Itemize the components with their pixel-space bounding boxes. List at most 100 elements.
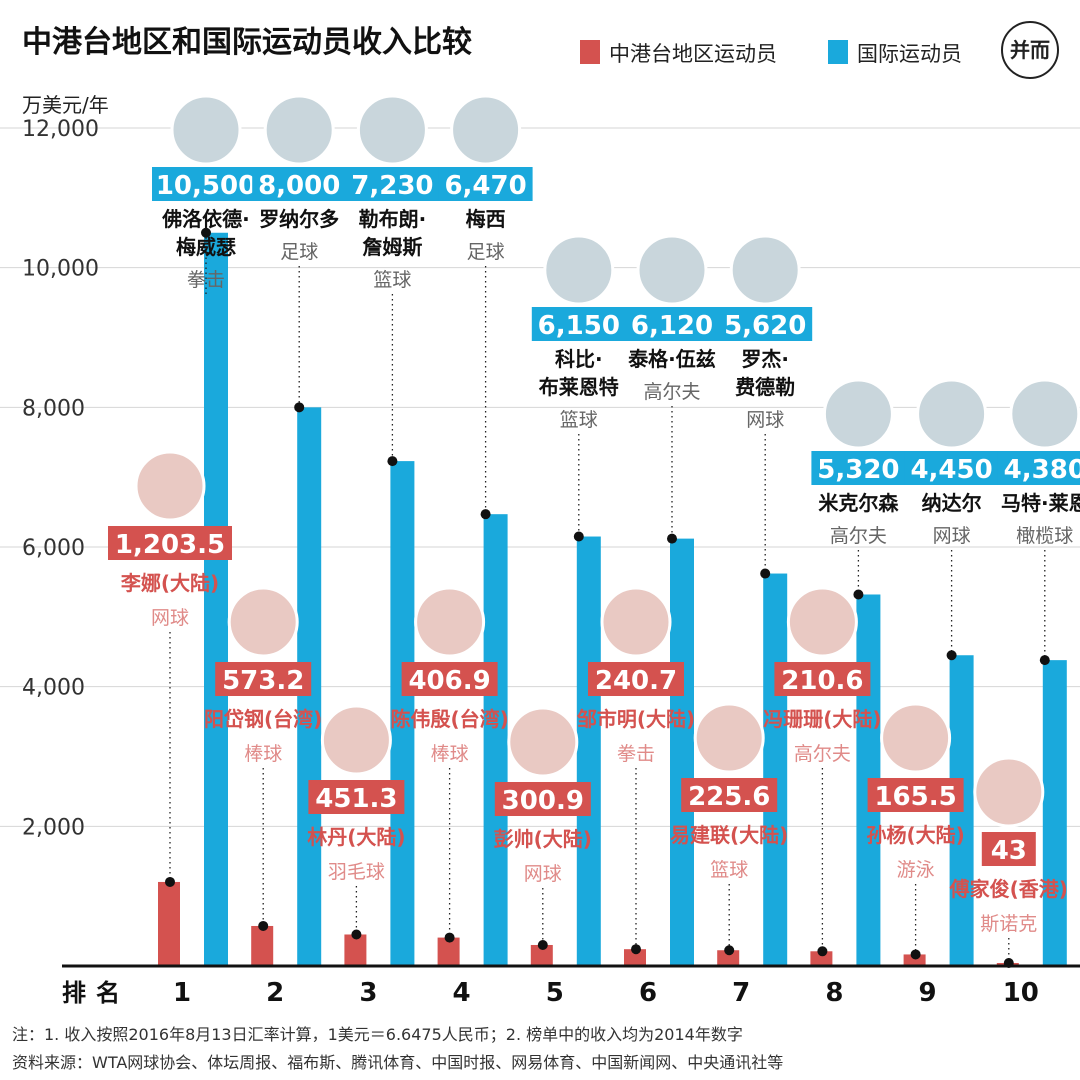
bar-international [763,573,788,966]
value-label-local: 165.5 [874,782,956,812]
athlete-name-international: 马特·莱恩 [1001,491,1080,515]
x-axis-ticks: 1 2 3 4 5 6 7 8 9 10 [173,978,1039,1008]
x-tick-label: 8 [825,978,843,1008]
value-box-local [681,778,778,812]
logo-text: 并而 [1010,38,1050,62]
athlete-photo-international [916,378,988,450]
athlete-sport-local: 棒球 [431,743,469,765]
bar-local [251,925,274,966]
athlete-name-local: 陈伟殷(台湾) [390,707,508,731]
leader-dot-local [165,876,175,887]
value-label-local: 225.6 [688,782,770,812]
athlete-name-local: 林丹(大陆) [307,825,405,849]
value-box-international [811,451,906,485]
value-box-local [215,662,312,696]
athlete-photo-local [693,702,765,774]
athlete-name-international: 布莱恩特 [539,375,619,399]
bar-international [576,536,601,966]
value-box-international [252,167,347,201]
chart-title: 中港台地区和国际运动员收入比较 [22,25,472,60]
athlete-sport-international: 高尔夫 [830,525,887,547]
athlete-name-international: 纳达尔 [922,491,982,515]
athlete-sport-local: 棒球 [244,743,282,765]
legend-swatch-local [580,40,600,64]
value-box-local [308,780,405,814]
value-box-international [904,451,999,485]
athlete-photo-local [414,586,486,658]
leader-dot-international [853,589,864,600]
athlete-name-local: 易建联(大陆) [670,823,788,847]
value-label-international: 8,000 [258,171,340,201]
value-label-local: 300.9 [502,786,584,816]
value-label-local: 451.3 [315,784,397,814]
legend-label-international: 国际运动员 [857,42,962,66]
leader-dot-international [387,456,398,467]
leader-dot-international [294,402,305,413]
bar-international [204,232,228,966]
bar-international [670,538,694,966]
athlete-photo-local [973,756,1045,828]
leader-dot-local [444,932,455,943]
value-label-international: 6,150 [538,311,620,341]
athlete-sport-international: 篮球 [373,269,411,291]
y-tick-label: 8,000 [22,396,85,421]
athlete-photo-international [636,234,708,306]
leader-dot-international [760,568,771,579]
athlete-name-local: 傅家俊(香港) [949,877,1068,901]
bar-local [158,881,180,966]
athlete-photo-local [507,706,579,778]
x-tick-label: 2 [266,978,284,1008]
athlete-sport-international: 网球 [933,525,971,547]
bar-international [483,514,508,966]
leader-dot-local [258,920,269,931]
y-tick-label: 4,000 [22,676,85,701]
x-tick-label: 7 [732,978,750,1008]
value-label-local: 210.6 [781,666,863,696]
value-box-local [981,832,1036,866]
athlete-name-local: 阳岱钢(台湾) [204,707,322,731]
bar-local [903,954,926,966]
athlete-sport-local: 篮球 [710,859,748,881]
athlete-name-local: 彭帅(大陆) [494,827,592,851]
value-label-local: 406.9 [408,666,490,696]
athlete-name-international: 勒布朗· [359,207,427,231]
athlete-name-international: 罗杰· [741,347,789,371]
value-box-international [625,307,719,341]
athlete-photo-local [600,586,672,658]
athlete-sport-international: 橄榄球 [1016,525,1073,547]
athlete-name-local: 冯珊珊(大陆) [763,707,881,731]
value-label-local: 1,203.5 [115,530,225,560]
leader-dot-international [201,227,211,238]
athlete-sport-local: 网球 [524,863,562,885]
athlete-photo-international [543,234,615,306]
value-label-international: 4,380 [1004,455,1080,485]
y-tick-label: 2,000 [22,815,85,840]
bar-international [1042,660,1067,966]
athlete-photo-international [729,234,801,306]
value-label-international: 7,230 [351,171,433,201]
leader-dot-local [351,929,362,940]
athlete-name-international: 费德勒 [735,375,795,399]
y-tick-label: 12,000 [22,117,99,142]
value-box-international [997,451,1080,485]
leader-dot-local [910,949,921,960]
x-tick-label: 10 [1003,978,1039,1008]
bar-local [810,951,833,966]
x-axis-label: 排名 [62,979,130,1007]
y-tick-label: 6,000 [22,536,85,561]
leader-dot-international [1039,655,1050,666]
athlete-sport-local: 高尔夫 [794,743,851,765]
x-tick-label: 9 [919,978,937,1008]
value-label-local: 43 [991,836,1027,866]
bar-local [624,949,646,966]
value-box-international [718,307,813,341]
value-label-international: 6,120 [631,311,713,341]
value-box-local [108,526,232,560]
athlete-sport-international: 足球 [467,241,505,263]
athlete-sport-local: 羽毛球 [328,861,385,883]
athlete-photo-local [786,586,858,658]
leader-dot-local [631,944,641,955]
x-tick-label: 5 [546,978,564,1008]
x-tick-label: 1 [173,978,191,1008]
value-box-local [867,778,964,812]
